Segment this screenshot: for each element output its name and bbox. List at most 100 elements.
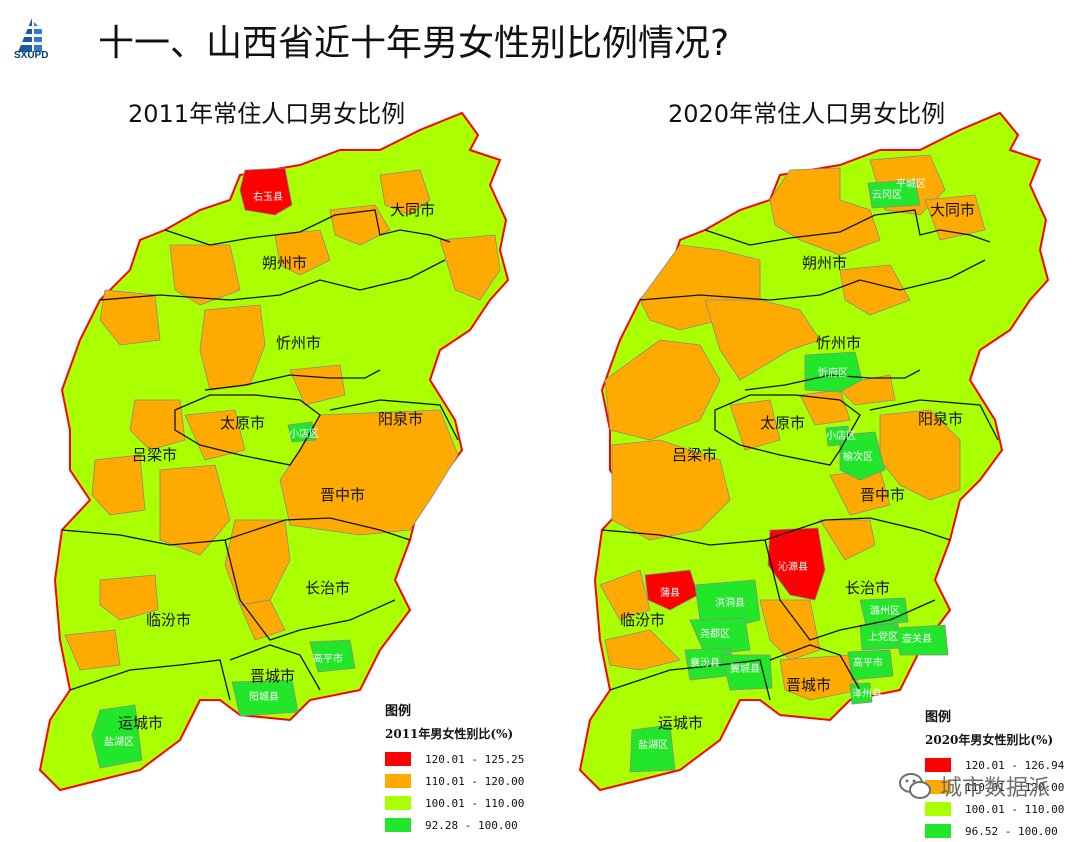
region-2020-shuozhou-e (839, 264, 911, 316)
border-2020-c (744, 369, 921, 391)
legend-2011-swatch-yellowgreen (385, 796, 411, 810)
legend-2020-item: 100.01 - 110.00 (925, 798, 1064, 820)
city-label-2020-datong: 大同市 (930, 201, 975, 219)
district-label-2011-gaoping: 高平市 (313, 652, 343, 665)
map-2020: 大同市 朔州市 忻州市 太原市 阳泉市 吕梁市 晋中市 长治市 临汾市 晋城市 … (578, 111, 1050, 792)
region-2011-yangcheng (231, 679, 299, 717)
region-2011-datong-m (329, 204, 391, 246)
legend-2020-item: 120.01 - 126.94 (925, 754, 1064, 776)
border-2011-g (224, 539, 396, 641)
city-label-2011-jinzhong: 晋中市 (320, 486, 365, 504)
city-label-2011-yangquan: 阳泉市 (378, 410, 423, 428)
region-2011-datong-n (379, 169, 431, 216)
legend-2020-subtitle: 2020年男女性别比(%) (925, 733, 1054, 747)
legend-2011-swatch-orange (385, 774, 411, 788)
city-label-2020-lvliang: 吕梁市 (672, 446, 717, 464)
watermark-text: 城市数据派 (939, 776, 1050, 801)
city-label-2011-yuncheng: 运城市 (118, 714, 163, 732)
border-2011-h (69, 659, 231, 701)
border-2011-c (204, 369, 381, 391)
district-label-2020-xiangfen: 襄汾县 (690, 656, 720, 669)
region-2011-shuozhou-e (274, 229, 331, 276)
city-label-2020-yangquan: 阳泉市 (918, 410, 963, 428)
district-label-2011-xiaodian: 小店区 (289, 427, 319, 440)
region-2020-qinyuan (767, 527, 826, 601)
district-label-2020-qinyuan: 沁源县 (778, 560, 808, 573)
region-2020-jincheng-s (779, 654, 861, 701)
region-2011-datong-e (439, 234, 501, 301)
region-2011-xinzhou-s (289, 364, 346, 406)
legend-2020-item: 96.52 - 100.00 (925, 820, 1064, 842)
region-2020-yanhu (629, 724, 676, 773)
border-2020-a (704, 209, 991, 246)
legend-2011-swatch-green (385, 818, 411, 832)
region-2011-lvliang-w (91, 454, 146, 516)
legend-2020-swatch-orange (925, 780, 951, 794)
region-2020-lvliang (611, 439, 731, 541)
district-label-2020-yaodu: 尧都区 (700, 627, 730, 640)
region-2011-linfen-s (64, 629, 121, 671)
district-label-2020-luzhou: 潞州区 (870, 604, 900, 617)
region-2020-yungang (867, 179, 921, 209)
map-title-2011: 2011年常住人口男女比例 (128, 100, 406, 128)
region-2020-xinzhou-c (704, 299, 821, 381)
region-2011-linfen-c (99, 574, 159, 621)
border-2020-h (609, 659, 771, 701)
border-2011-f (61, 517, 411, 546)
border-2011-b (99, 259, 446, 301)
legend-2011-item: 100.01 - 110.00 (385, 792, 524, 814)
border-2020-f (601, 517, 951, 546)
page-title: 十一、山西省近十年男女性别比例情况? (98, 23, 730, 64)
district-label-2020-huguan: 壶关县 (902, 632, 932, 645)
watermark: 城市数据派 (898, 770, 1050, 802)
region-2011-lvliang-s (159, 464, 231, 556)
city-label-2011-lvliang: 吕梁市 (132, 446, 177, 464)
district-label-2020-shangdang: 上党区 (868, 630, 898, 643)
legend-2020-item: 110.01 - 120.00 (925, 776, 1064, 798)
border-2020-b (639, 259, 986, 301)
district-label-2020-xinfu: 忻府区 (818, 366, 848, 379)
region-2011-yanhu (91, 704, 143, 769)
region-2020-taiyuan-e (799, 389, 851, 426)
city-label-2011-datong: 大同市 (390, 201, 435, 219)
region-2020-datong-e (924, 194, 986, 241)
city-label-2011-shuozhou: 朔州市 (262, 254, 307, 272)
border-2011-e (329, 399, 459, 441)
district-label-2020-gaoping: 高平市 (853, 656, 883, 669)
legend-2020-range: 110.01 - 120.00 (965, 780, 1065, 794)
legend-2011-range: 110.01 - 120.00 (425, 774, 525, 788)
city-label-2011-linfen: 临汾市 (146, 611, 191, 629)
district-label-2020-yicheng: 翼城县 (730, 663, 760, 675)
border-2011-d (174, 394, 321, 466)
region-2020-taiyuan-w (729, 399, 781, 451)
region-2011-changzhi-s (239, 599, 286, 641)
district-label-2020-yanhu: 盐湖区 (638, 738, 668, 751)
legend-2011-range: 92.28 - 100.00 (425, 818, 518, 832)
region-2011-xinzhou-w (99, 289, 161, 346)
region-2020-linfen-s (604, 629, 681, 671)
legend-2020: 图例 2020年男女性别比(%) 120.01 - 126.94 110.01 … (925, 706, 1064, 842)
map-2011: 大同市 朔州市 忻州市 太原市 阳泉市 吕梁市 晋中市 长治市 临汾市 晋城市 … (38, 111, 510, 792)
legend-2011-subtitle: 2011年男女性别比(%) (385, 727, 514, 741)
logo-text: SXUPD (14, 50, 49, 61)
legend-2020-range: 120.01 - 126.94 (965, 758, 1065, 772)
district-label-2020-pingcheng: 平城区 (896, 178, 926, 190)
city-label-2020-jincheng: 晋城市 (786, 676, 831, 694)
city-label-2020-shuozhou: 朔州市 (802, 254, 847, 272)
legend-2020-swatch-red (925, 758, 951, 772)
region-2011-gaoping (309, 639, 356, 673)
region-2011-shuozhou-w (169, 244, 241, 306)
legend-2020-swatch-yellowgreen (925, 802, 951, 816)
border-2011-i (229, 644, 321, 691)
region-2011-xinzhou-c (199, 304, 266, 391)
legend-2011-item: 92.28 - 100.00 (385, 814, 524, 836)
district-label-2011-yangcheng: 阳城县 (249, 691, 279, 703)
city-label-2020-yuncheng: 运城市 (658, 714, 703, 732)
legend-2011-item: 110.01 - 120.00 (385, 770, 524, 792)
region-2011-taiyuan-s (184, 409, 246, 461)
region-2020-changzhi-w (819, 519, 876, 561)
city-label-2011-jincheng: 晋城市 (250, 667, 295, 685)
district-label-2020-hongdong: 洪洞县 (715, 597, 745, 609)
region-2020-xinfu (804, 351, 863, 393)
region-2020-puxian (644, 569, 699, 611)
